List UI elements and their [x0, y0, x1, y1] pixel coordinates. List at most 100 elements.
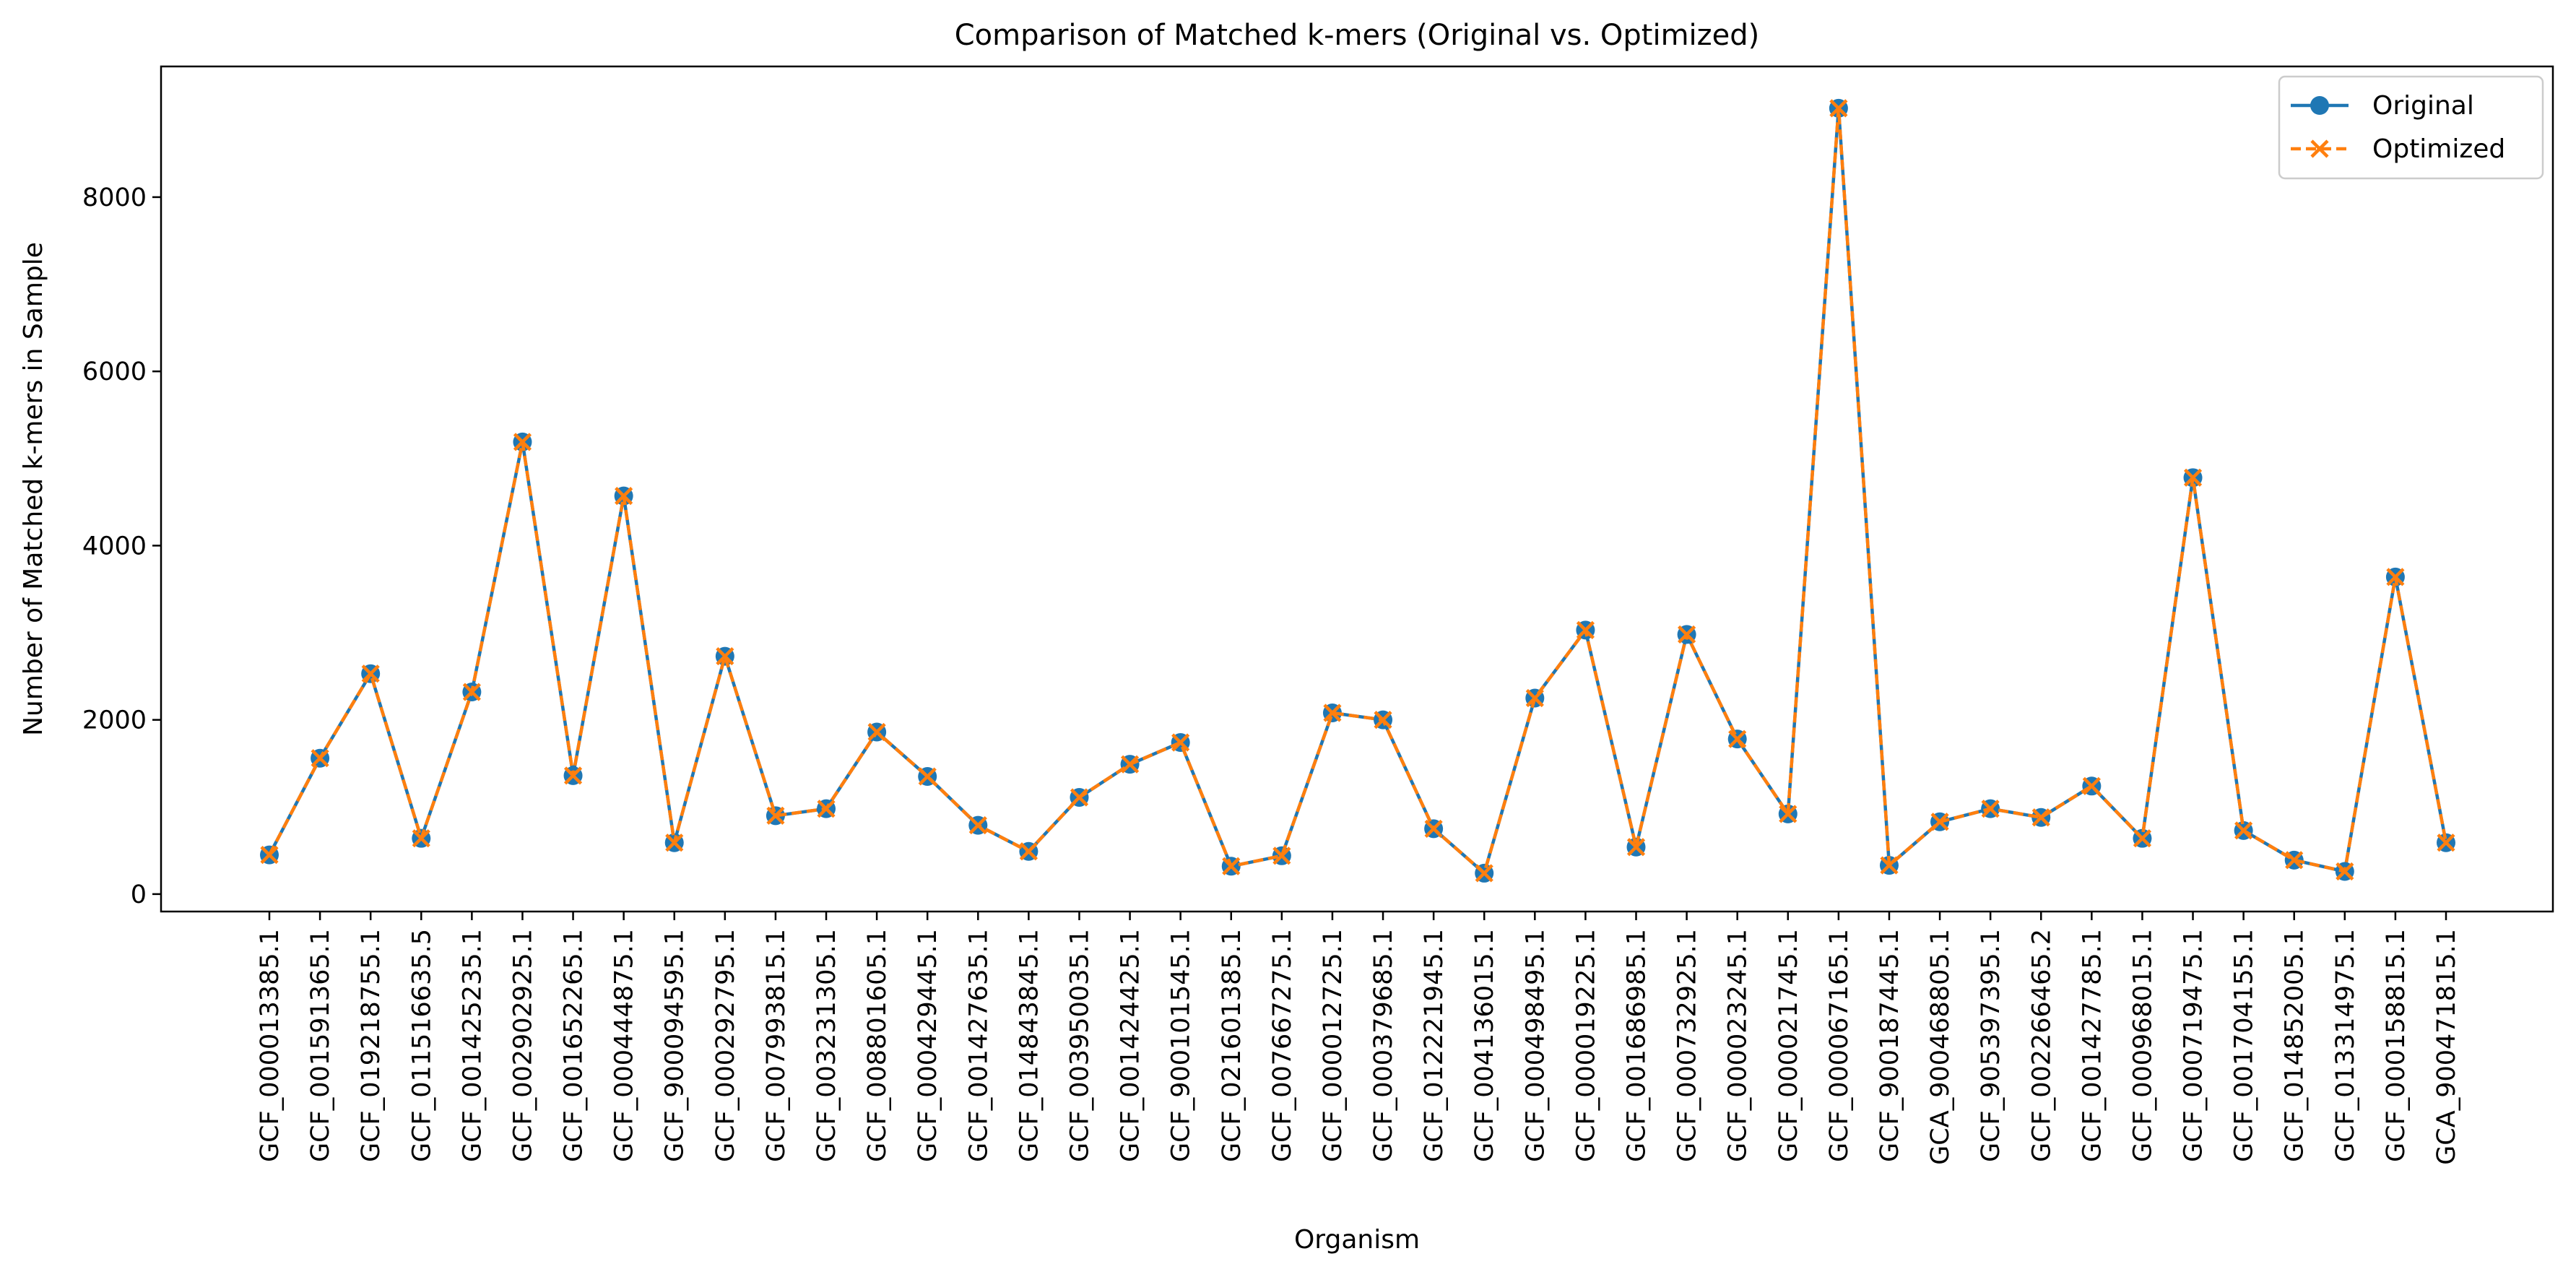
- x-tick-label: GCF_000429445.1: [914, 929, 942, 1162]
- data-point-optimized: [2285, 851, 2304, 870]
- y-tick-label: 8000: [82, 183, 147, 212]
- x-tick-label: GCF_000292795.1: [711, 929, 740, 1162]
- data-point-optimized: [1171, 733, 1190, 752]
- data-point-optimized: [1728, 730, 1747, 748]
- data-point-optimized: [2031, 808, 2050, 827]
- x-tick-label: GCF_008801605.1: [863, 929, 892, 1162]
- data-point-optimized: [513, 433, 532, 451]
- x-tick-label: GCF_000023245.1: [1724, 929, 1753, 1162]
- data-point-optimized: [1323, 704, 1342, 722]
- y-tick-label: 6000: [82, 358, 147, 386]
- x-tick-label: GCF_003950035.1: [1065, 929, 1094, 1162]
- x-tick-label: GCF_001427635.1: [964, 929, 993, 1162]
- series-line-original: [268, 106, 2448, 875]
- data-point-optimized: [2133, 829, 2152, 848]
- x-tick-label: GCF_007667275.1: [1268, 929, 1297, 1162]
- x-tick-label: GCF_014852005.1: [2281, 929, 2310, 1162]
- data-point-optimized: [1829, 99, 1848, 118]
- legend-label-optimized: Optimized: [2372, 134, 2505, 164]
- x-axis-label: Organism: [1294, 1225, 1420, 1255]
- x-tick-label: GCF_012221945.1: [1420, 929, 1449, 1162]
- legend-marker-optimized: [2310, 139, 2329, 158]
- data-point-optimized: [1374, 711, 1392, 730]
- data-point-optimized: [1475, 864, 1493, 883]
- data-point-optimized: [2437, 834, 2455, 852]
- data-point-optimized: [2234, 821, 2253, 840]
- data-point-optimized: [867, 722, 886, 742]
- data-point-optimized: [1576, 620, 1595, 639]
- x-tick-label: GCF_900187445.1: [1875, 929, 1904, 1162]
- data-point-optimized: [1019, 842, 1038, 861]
- x-tick-label: GCF_014843845.1: [1015, 929, 1044, 1162]
- data-point-optimized: [1070, 788, 1089, 807]
- x-tick-label: GCF_000021745.1: [1774, 929, 1803, 1162]
- plot-area: [260, 98, 2455, 883]
- data-point-optimized: [1930, 813, 1949, 831]
- data-point-optimized: [563, 766, 583, 785]
- legend-label-original: Original: [2372, 91, 2474, 121]
- x-tick-label: GCF_000158815.1: [2382, 929, 2411, 1162]
- data-point-optimized: [1779, 805, 1797, 823]
- plot-frame: [160, 65, 2554, 913]
- data-point-optimized: [665, 834, 684, 852]
- x-tick-label: GCF_000444875.1: [610, 929, 639, 1162]
- data-point-optimized: [1525, 688, 1544, 708]
- x-tick-label: GCA_900468805.1: [1926, 929, 1955, 1165]
- data-point-optimized: [1981, 800, 2000, 818]
- x-tick-label: GCF_001704155.1: [2230, 929, 2259, 1162]
- data-point-optimized: [311, 749, 329, 768]
- x-tick-label: GCF_002266465.2: [2027, 929, 2056, 1162]
- legend: Original Optimized: [2278, 75, 2544, 180]
- y-axis: 0 2000 4000 6000 8000: [82, 183, 161, 909]
- data-point-optimized: [1272, 847, 1291, 865]
- x-tick-label: GCF_001425235.1: [458, 929, 487, 1162]
- data-point-optimized: [462, 683, 481, 701]
- x-tick-label: GCF_011516635.5: [407, 929, 436, 1162]
- data-point-optimized: [1880, 856, 1899, 875]
- data-point-optimized: [1222, 857, 1241, 875]
- legend-marker-original: [2310, 96, 2329, 115]
- data-point-optimized: [2386, 568, 2405, 586]
- x-tick-label: GCF_003231305.1: [812, 929, 841, 1162]
- x-tick-label: GCF_004136015.1: [1470, 929, 1499, 1162]
- data-point-optimized: [2336, 862, 2354, 881]
- data-point-optimized: [716, 646, 734, 666]
- x-tick-label: GCF_000498495.1: [1521, 929, 1550, 1162]
- x-axis: GCF_000013385.1 GCF_001591365.1 GCF_019218…: [256, 912, 2461, 1165]
- y-axis-label: Number of Matched k-mers in Sample: [19, 242, 48, 736]
- x-tick-label: GCF_000013385.1: [256, 929, 285, 1162]
- data-point-optimized: [817, 800, 836, 818]
- x-tick-label: GCF_001427785.1: [2078, 929, 2107, 1162]
- x-tick-label: GCF_000719475.1: [2180, 929, 2208, 1162]
- x-tick-label: GCF_001591365.1: [306, 929, 335, 1162]
- x-tick-label: GCF_007993815.1: [762, 929, 791, 1162]
- data-point-optimized: [361, 665, 380, 683]
- x-tick-label: GCF_000012725.1: [1319, 929, 1348, 1162]
- x-tick-label: GCA_900471815.1: [2432, 929, 2461, 1165]
- y-tick-label: 4000: [82, 532, 147, 560]
- data-point-optimized: [968, 815, 987, 835]
- data-point-optimized: [260, 846, 279, 865]
- x-tick-label: GCF_000019225.1: [1571, 929, 1600, 1162]
- x-tick-label: GCF_000067165.1: [1825, 929, 1854, 1162]
- x-tick-label: GCF_001424425.1: [1116, 929, 1145, 1162]
- data-point-optimized: [1424, 819, 1443, 839]
- data-point-optimized: [412, 829, 430, 848]
- chart-title: Comparison of Matched k-mers (Original v…: [955, 19, 1760, 52]
- y-tick-label: 2000: [82, 706, 147, 735]
- x-tick-label: GCF_001652265.1: [560, 929, 589, 1162]
- data-point-optimized: [2082, 776, 2101, 795]
- series-line-optimized: [268, 106, 2448, 875]
- y-tick-label: 0: [131, 880, 147, 909]
- x-tick-label: GCF_021601385.1: [1218, 929, 1246, 1162]
- x-tick-label: GCF_000732925.1: [1673, 929, 1702, 1162]
- x-tick-label: GCF_001686985.1: [1623, 929, 1652, 1162]
- data-point-optimized: [2183, 468, 2203, 487]
- x-tick-label: GCF_002902925.1: [508, 929, 537, 1162]
- data-point-optimized: [1120, 755, 1140, 774]
- data-point-optimized: [766, 806, 785, 825]
- x-tick-label: GCF_900094595.1: [661, 929, 690, 1162]
- data-point-optimized: [1678, 625, 1696, 644]
- x-tick-label: GCF_900101545.1: [1167, 929, 1196, 1162]
